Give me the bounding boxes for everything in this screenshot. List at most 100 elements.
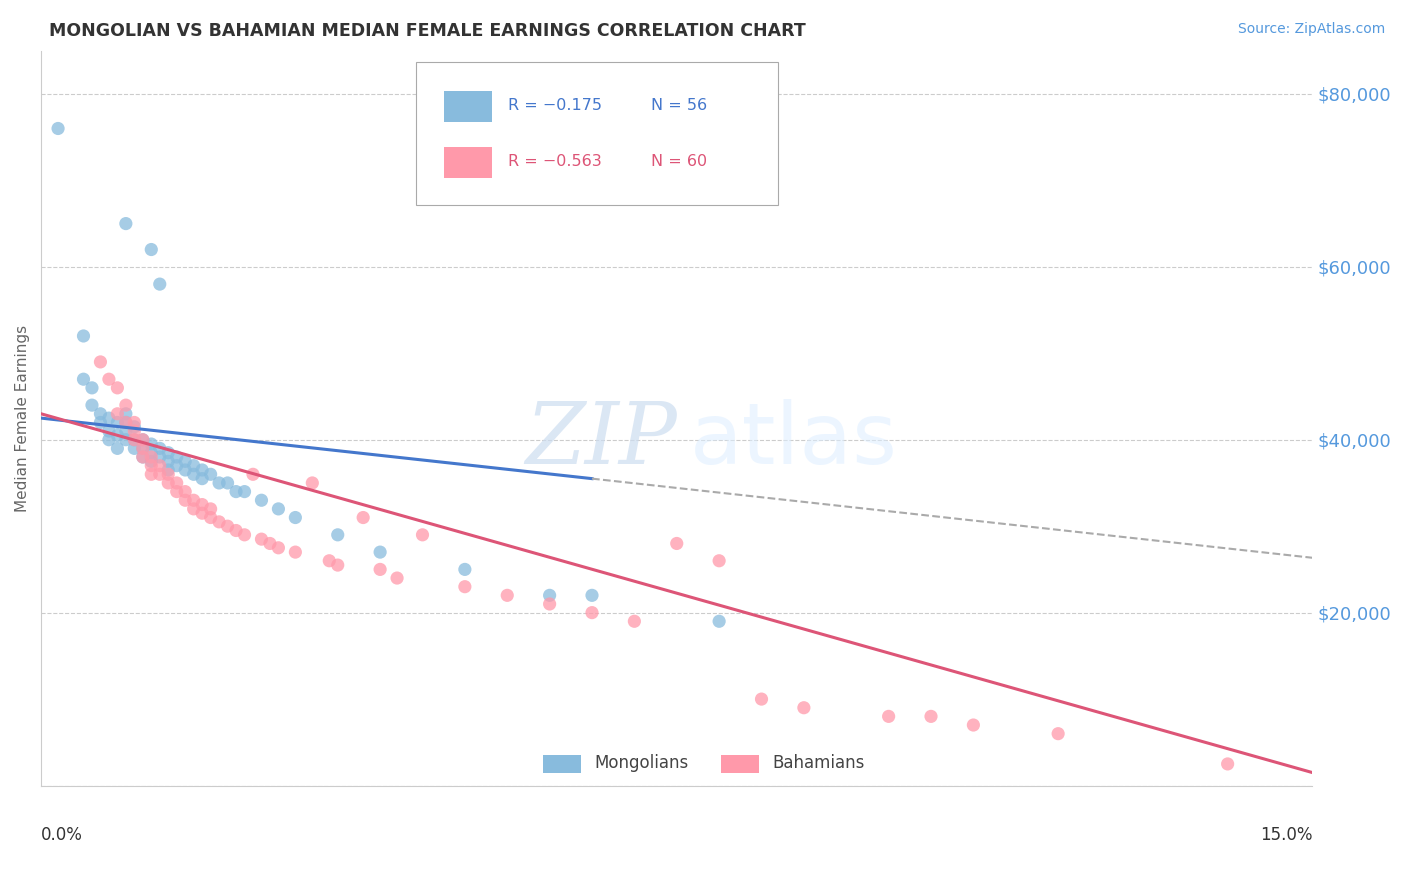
Point — [166, 484, 188, 499]
Text: Source: ZipAtlas.com: Source: ZipAtlas.com — [1237, 22, 1385, 37]
Point — [141, 454, 163, 468]
Point — [920, 709, 942, 723]
Point — [454, 580, 477, 594]
Point — [115, 433, 138, 447]
Point — [284, 510, 307, 524]
Point — [89, 355, 111, 369]
Bar — [543, 755, 582, 773]
Point — [166, 458, 188, 473]
Point — [225, 484, 247, 499]
Point — [174, 463, 197, 477]
Point — [191, 463, 214, 477]
Point — [141, 243, 163, 257]
Point — [326, 558, 349, 573]
Point — [166, 475, 188, 490]
Point — [250, 532, 273, 546]
Point — [208, 515, 231, 529]
Point — [233, 484, 256, 499]
Point — [115, 398, 138, 412]
Point — [877, 709, 900, 723]
Text: ZIP: ZIP — [524, 399, 676, 482]
Point — [208, 475, 231, 490]
Point — [132, 450, 155, 464]
Point — [191, 498, 214, 512]
Point — [124, 442, 146, 456]
Point — [174, 484, 197, 499]
Point — [217, 475, 239, 490]
Point — [132, 450, 155, 464]
Point — [1216, 756, 1239, 771]
Point — [250, 493, 273, 508]
FancyBboxPatch shape — [416, 62, 779, 205]
Point — [707, 615, 730, 629]
Point — [385, 571, 408, 585]
Point — [411, 528, 433, 542]
Text: Mongolians: Mongolians — [595, 755, 689, 772]
Point — [149, 467, 172, 482]
Text: atlas: atlas — [689, 399, 897, 482]
Point — [72, 329, 94, 343]
Point — [105, 416, 128, 430]
Point — [97, 411, 120, 425]
Point — [538, 597, 561, 611]
Point — [115, 217, 138, 231]
Point — [105, 407, 128, 421]
Point — [962, 718, 984, 732]
Bar — [721, 755, 759, 773]
Point — [89, 407, 111, 421]
Point — [200, 467, 222, 482]
Point — [115, 424, 138, 438]
Point — [200, 502, 222, 516]
Y-axis label: Median Female Earnings: Median Female Earnings — [15, 325, 30, 512]
Point — [368, 545, 391, 559]
Point — [225, 524, 247, 538]
Point — [183, 502, 205, 516]
Point — [157, 454, 180, 468]
Point — [115, 416, 138, 430]
Point — [72, 372, 94, 386]
Point — [141, 458, 163, 473]
Point — [191, 506, 214, 520]
Point — [132, 442, 155, 456]
Point — [124, 416, 146, 430]
Point — [581, 588, 603, 602]
Point — [149, 277, 172, 292]
Text: Bahamians: Bahamians — [772, 755, 865, 772]
Point — [124, 424, 146, 438]
Point — [105, 428, 128, 442]
Point — [242, 467, 264, 482]
Point — [97, 424, 120, 438]
Bar — [444, 91, 492, 122]
Point — [183, 458, 205, 473]
Point — [124, 433, 146, 447]
Point — [793, 700, 815, 714]
Text: 0.0%: 0.0% — [41, 826, 83, 844]
Point — [496, 588, 519, 602]
Point — [267, 541, 290, 555]
Point — [318, 554, 340, 568]
Point — [157, 463, 180, 477]
Point — [538, 588, 561, 602]
Point — [174, 454, 197, 468]
Point — [141, 437, 163, 451]
Point — [267, 502, 290, 516]
Text: N = 56: N = 56 — [651, 98, 707, 113]
Point — [149, 458, 172, 473]
Text: MONGOLIAN VS BAHAMIAN MEDIAN FEMALE EARNINGS CORRELATION CHART: MONGOLIAN VS BAHAMIAN MEDIAN FEMALE EARN… — [49, 22, 806, 40]
Point — [217, 519, 239, 533]
Point — [183, 467, 205, 482]
Bar — [444, 147, 492, 178]
Point — [707, 554, 730, 568]
Point — [157, 446, 180, 460]
Point — [97, 433, 120, 447]
Point — [191, 472, 214, 486]
Point — [97, 372, 120, 386]
Point — [115, 416, 138, 430]
Point — [301, 475, 323, 490]
Point — [368, 562, 391, 576]
Point — [1047, 727, 1070, 741]
Point — [105, 381, 128, 395]
Point — [284, 545, 307, 559]
Point — [174, 493, 197, 508]
Point — [157, 467, 180, 482]
